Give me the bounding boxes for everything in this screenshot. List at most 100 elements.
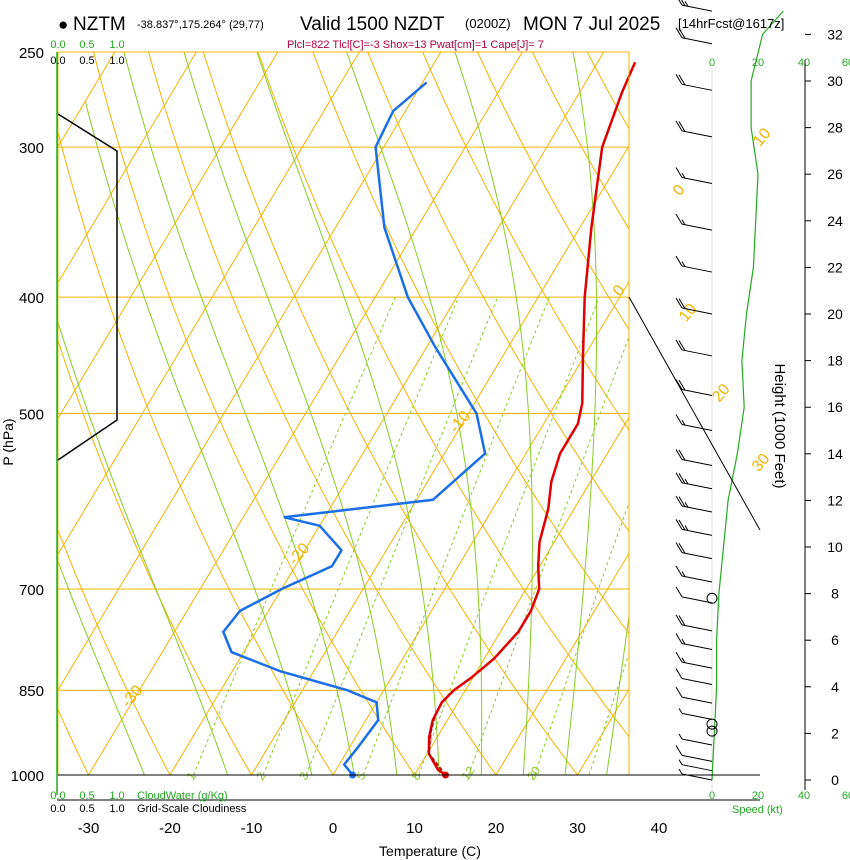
- isotherm-line: [58, 52, 360, 556]
- barb-feather: [678, 298, 686, 309]
- wind-barb: [675, 414, 713, 431]
- height-tick-label: 24: [827, 213, 843, 229]
- calm-circle: [706, 718, 718, 730]
- barb-feather: [678, 121, 686, 132]
- mixing-ratio-label: 1: [184, 769, 199, 783]
- barb-shaft: [681, 624, 713, 632]
- mixing-ratio-line: [192, 296, 396, 775]
- dry-adiabat: [202, 52, 579, 775]
- isotherm-line: [58, 52, 442, 691]
- barb-shaft: [681, 575, 713, 583]
- barb-feather: [675, 519, 683, 530]
- height-tick-label: 20: [827, 306, 843, 322]
- barb-feather: [675, 255, 683, 267]
- calm-circle: [706, 592, 718, 604]
- dry-adiabat: [0, 31, 18, 801]
- wind-barb: [675, 586, 713, 604]
- pressure-tick-label: 300: [19, 140, 44, 157]
- moist-adiabat: [564, 52, 598, 775]
- dry-adiabat: [631, 31, 850, 801]
- pressure-tick-label: 250: [19, 45, 44, 62]
- barb-feather: [675, 745, 683, 756]
- barb-feather: [684, 501, 689, 508]
- barb-shaft: [681, 754, 713, 762]
- cloudiness-scale-top: 0.5: [79, 55, 94, 67]
- barb-shaft: [681, 424, 713, 431]
- moist-adiabat: [346, 52, 483, 775]
- barb-feather: [684, 1, 689, 7]
- barb-shaft: [681, 528, 713, 536]
- dry-adiabat: [58, 708, 90, 775]
- dewpoint-profile: [221, 81, 487, 776]
- barb-shaft: [681, 552, 713, 560]
- barb-shaft: [681, 349, 713, 357]
- wind-barb: [675, 745, 713, 762]
- barb-feather: [675, 614, 683, 626]
- barb-feather: [678, 542, 686, 554]
- zulu-time: (0200Z): [465, 16, 511, 31]
- bullet-marker: ●: [58, 15, 68, 34]
- wind-barb: [675, 651, 713, 669]
- dry-adiabat: [257, 52, 629, 738]
- height-tick-label: 0: [831, 772, 839, 788]
- moist-adiabat: [454, 52, 533, 775]
- isotherm-line: [58, 52, 197, 284]
- barb-feather: [678, 449, 686, 461]
- barb-shaft: [681, 738, 713, 746]
- barb-feather: [678, 708, 683, 714]
- isotherm-label: 20: [709, 381, 734, 406]
- mixing-ratio-label: 3: [296, 769, 311, 783]
- barb-shaft: [681, 177, 713, 185]
- pressure-tick-label: 700: [19, 582, 44, 599]
- barb-feather: [675, 414, 683, 425]
- barb-feather: [675, 651, 683, 663]
- barb-shaft: [681, 130, 713, 138]
- barb-shaft: [681, 307, 713, 315]
- barb-shaft: [681, 596, 713, 604]
- cloudiness-scale-bottom: 0.0: [50, 803, 65, 815]
- dry-adiabat: [147, 52, 497, 775]
- barb-shaft: [681, 505, 713, 513]
- wind-barb: [678, 733, 713, 746]
- dry-adiabat: [312, 52, 629, 635]
- dry-adiabat: [93, 52, 416, 775]
- cloudiness-scale-bottom: 0.5: [79, 803, 94, 815]
- height-tick-label: 28: [827, 120, 843, 136]
- isotherm-line: [169, 52, 605, 775]
- isotherm-label: -30: [119, 682, 147, 711]
- dry-adiabat: [586, 52, 629, 130]
- temperature-tick-label: 10: [406, 820, 423, 837]
- barb-feather: [675, 27, 683, 38]
- barb-shaft: [681, 265, 713, 273]
- isotherm-line: [659, 52, 850, 775]
- speed-tick-bottom: 60: [842, 790, 850, 802]
- barb-feather: [678, 615, 686, 626]
- pressure-tick-label: 400: [19, 290, 44, 307]
- height-tick-label: 12: [827, 492, 843, 508]
- temperature-tick-label: -30: [78, 820, 100, 837]
- barb-feather: [681, 419, 686, 426]
- barb-feather: [675, 586, 683, 598]
- height-tick-label: 10: [827, 539, 843, 555]
- cloudwater-scale-top: 0.5: [79, 39, 94, 51]
- speed-tick-top: 0: [709, 57, 715, 69]
- barb-feather: [678, 519, 686, 531]
- barb-feather: [681, 571, 686, 577]
- barb-shaft: [681, 482, 713, 490]
- barb-shaft: [681, 37, 713, 45]
- wind-barb: [678, 759, 713, 772]
- barb-feather: [678, 28, 686, 39]
- barb-feather: [681, 219, 686, 225]
- dry-adiabat: [422, 52, 629, 432]
- barb-feather: [681, 638, 686, 645]
- wind-barb: [675, 614, 713, 632]
- barb-feather: [675, 379, 683, 390]
- dry-adiabat: [367, 52, 629, 533]
- barb-feather: [678, 0, 683, 6]
- barb-feather: [678, 340, 686, 351]
- barb-feather: [678, 759, 683, 765]
- mixing-ratio-line: [362, 296, 550, 775]
- wind-barb: [675, 472, 713, 490]
